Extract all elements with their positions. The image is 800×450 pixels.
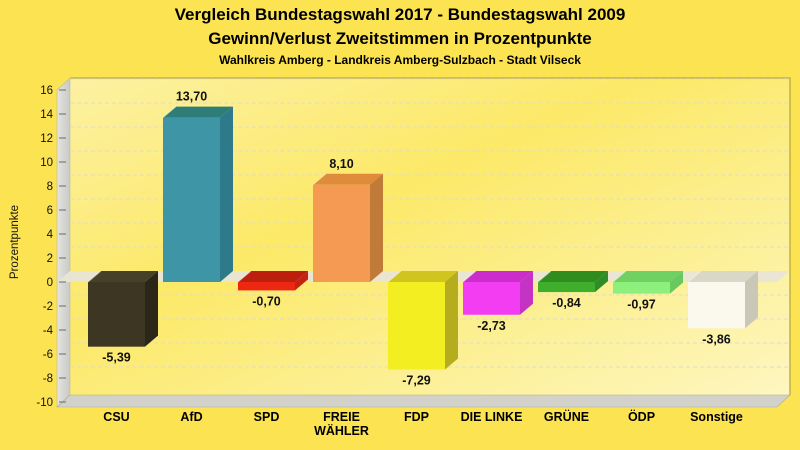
bar-gruene-top-face [538, 271, 608, 282]
bar-gruene-front-face [538, 282, 595, 293]
bar-spd [237, 270, 308, 291]
ytick-label-16: 16 [40, 85, 53, 97]
ytick-label-12: 12 [40, 133, 53, 145]
value-label-gruene: -0,84 [552, 296, 581, 310]
bar-oedp-side-face [670, 271, 683, 294]
value-label-fdp: -7,29 [402, 373, 431, 387]
bar-afd-top-face [163, 106, 233, 118]
bar-freie-waehler [312, 173, 383, 282]
ytick-label-2: 2 [47, 253, 53, 265]
bar-fdp [387, 270, 458, 370]
bar-gruene [537, 270, 608, 293]
bar-fdp-top-face [388, 271, 458, 282]
ytick-label--10: -10 [36, 397, 53, 409]
bar-die-linke-side-face [520, 271, 533, 315]
bar-spd-side-face [295, 271, 308, 291]
bar-csu-front-face [88, 282, 145, 347]
bar-freie-waehler-highlight [312, 173, 327, 186]
value-label-csu: -5,39 [102, 351, 131, 365]
category-label-csu: CSU [103, 410, 129, 424]
category-label-spd: SPD [254, 410, 280, 424]
plot-border [70, 77, 791, 395]
bar-csu-highlight [87, 270, 102, 283]
chart-subtitle-region: Wahlkreis Amberg - Landkreis Amberg-Sulz… [219, 53, 581, 67]
value-label-freie-waehler: 8,10 [329, 157, 353, 171]
bar-sonstige-front-face [688, 282, 745, 329]
value-label-sonstige: -3,86 [702, 332, 731, 346]
bar-spd-top-face [238, 271, 308, 282]
category-label-die-linke: DIE LINKE [461, 410, 523, 424]
ytick-label--8: -8 [43, 373, 53, 385]
bar-csu-top-face [88, 271, 158, 282]
ytick-label--6: -6 [43, 349, 53, 361]
value-label-spd: -0,70 [252, 294, 281, 308]
category-label-sonstige: Sonstige [690, 410, 743, 424]
category-label-oedp: ÖDP [628, 409, 655, 424]
ytick-label-8: 8 [47, 181, 53, 193]
bar-fdp-side-face [445, 271, 458, 370]
bar-gruene-side-face [595, 271, 608, 293]
value-label-oedp: -0,97 [627, 298, 656, 312]
bar-afd [162, 106, 233, 282]
ytick-label-10: 10 [40, 157, 53, 169]
bar-sonstige-top-face [688, 271, 758, 282]
bar-freie-waehler-front-face [313, 184, 370, 282]
axis-wall-3d [56, 77, 71, 408]
bar-afd-highlight [162, 106, 177, 119]
value-label-die-linke: -2,73 [477, 319, 506, 333]
bar-oedp-front-face [613, 282, 670, 294]
category-label-freie-waehler-line1: FREIE [323, 410, 360, 424]
ytick-label--2: -2 [43, 301, 53, 313]
ytick-label-6: 6 [47, 205, 53, 217]
chart-title-line1: Vergleich Bundestagswahl 2017 - Bundesta… [174, 5, 626, 24]
bar-gruene-highlight [537, 270, 552, 283]
bar-oedp-highlight [612, 270, 627, 283]
floor-3d [56, 394, 791, 408]
category-label-afd: AfD [180, 410, 202, 424]
y-axis-title: Prozentpunkte [9, 205, 21, 279]
bar-die-linke-front-face [463, 282, 520, 315]
bar-die-linke-highlight [462, 270, 477, 283]
bar-csu [87, 270, 158, 347]
category-label-fdp: FDP [404, 410, 429, 424]
bar-afd-front-face [163, 117, 220, 282]
category-label-gruene: GRÜNE [544, 409, 589, 424]
ytick-label-0: 0 [47, 277, 53, 289]
bar-csu-side-face [145, 271, 158, 347]
bar-sonstige-highlight [687, 270, 702, 283]
bar-die-linke [462, 270, 533, 315]
bar-spd-highlight [237, 270, 252, 283]
bar-afd-side-face [220, 106, 233, 282]
value-label-afd: 13,70 [176, 90, 207, 104]
chart-title-line2: Gewinn/Verlust Zweitstimmen in Prozentpu… [208, 29, 592, 48]
bar-oedp [612, 270, 683, 294]
bar-freie-waehler-side-face [370, 173, 383, 282]
bar-sonstige-side-face [745, 271, 758, 329]
bar-die-linke-top-face [463, 271, 533, 282]
bar-spd-front-face [238, 282, 295, 291]
ytick-label--4: -4 [43, 325, 54, 337]
bar-oedp-top-face [613, 271, 683, 282]
category-label-freie-waehler-line2: WÄHLER [314, 423, 369, 438]
ytick-label-4: 4 [47, 229, 54, 241]
ytick-label-14: 14 [40, 109, 53, 121]
bar-fdp-front-face [388, 282, 445, 370]
bar-freie-waehler-top-face [313, 173, 383, 185]
bar-fdp-highlight [387, 270, 402, 283]
bar-sonstige [687, 270, 758, 329]
